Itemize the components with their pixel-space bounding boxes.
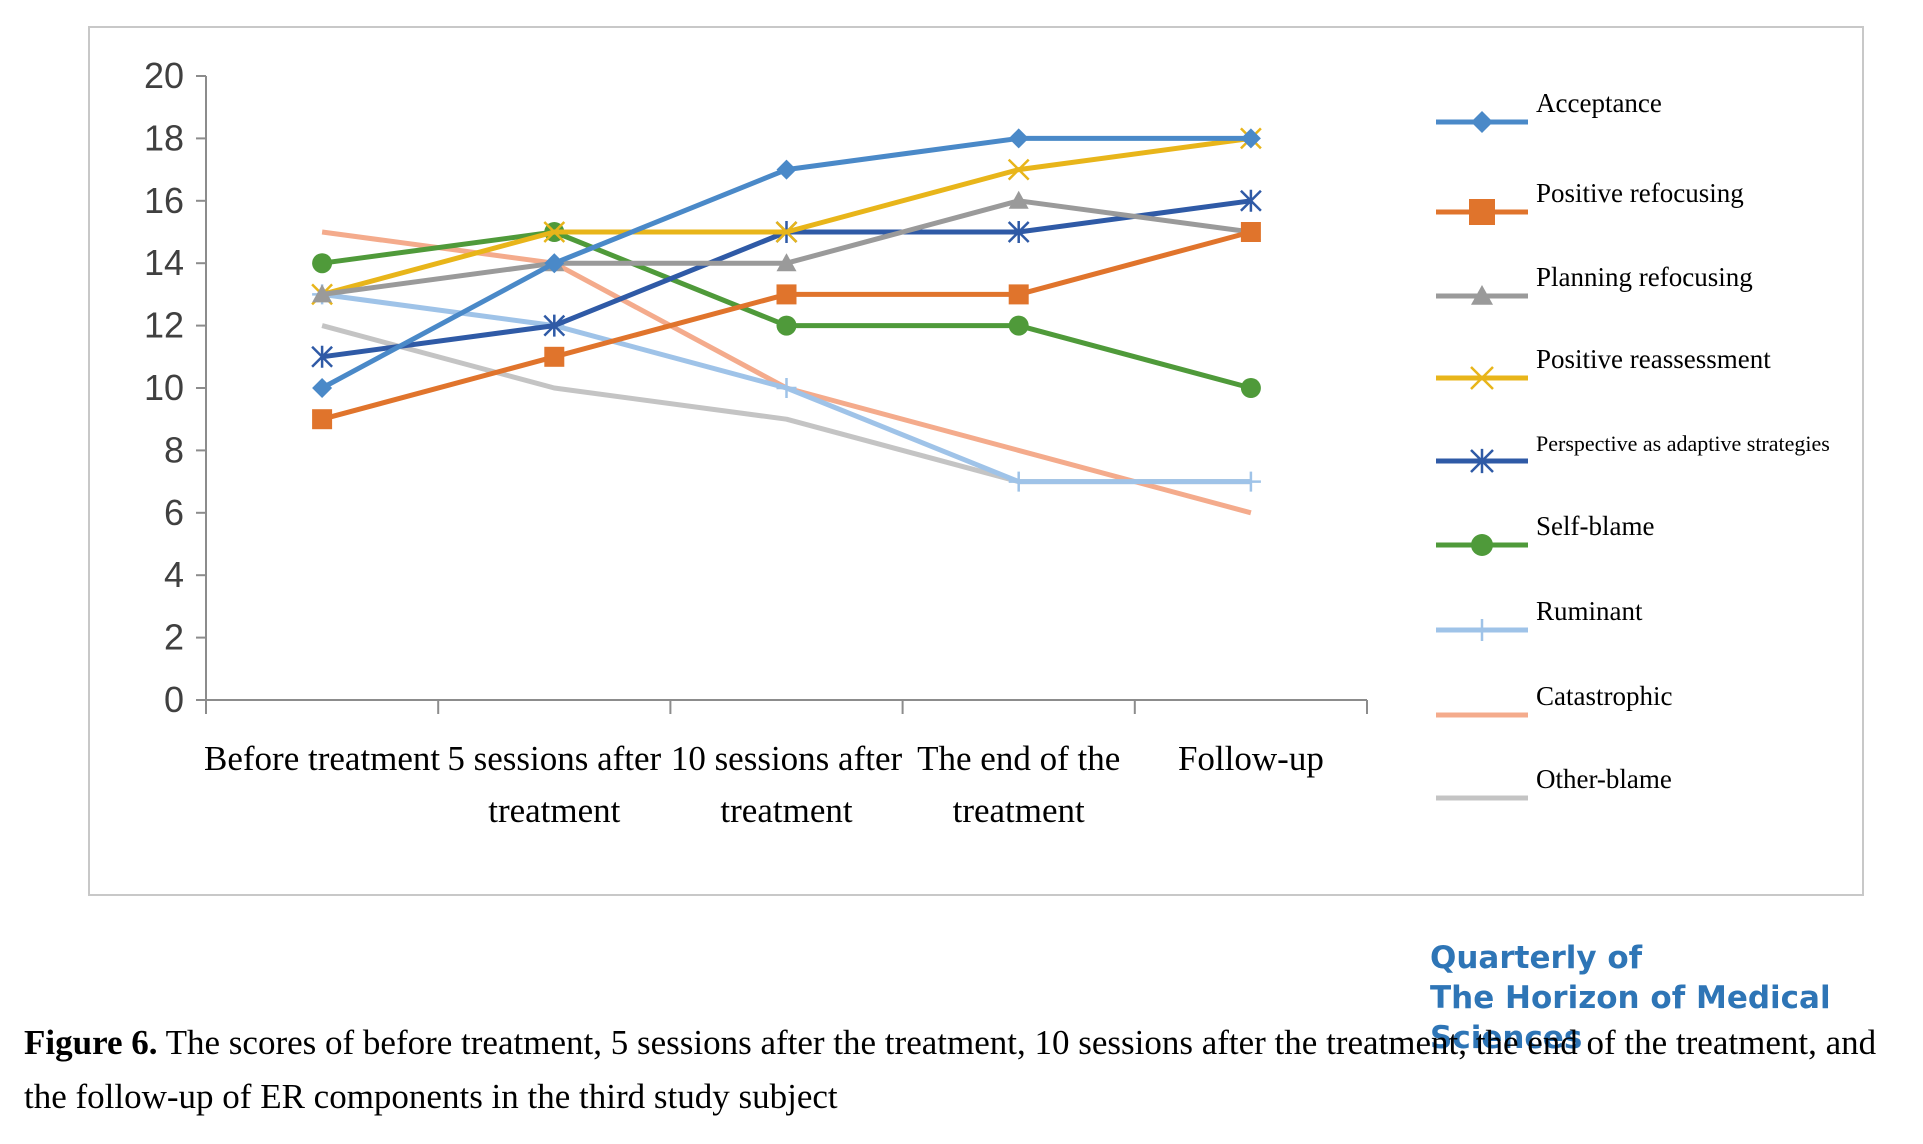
x-tick-label: 10 sessions after treatment [671,739,903,830]
journal-watermark: Quarterly of The Horizon of Medical Scie… [1430,938,1923,1058]
caption-label: Figure 6. [24,1023,158,1062]
journal-line-2: The Horizon of Medical Sciences [1430,980,1831,1056]
legend-item: Other-blame [1436,764,1672,801]
data-point-marker [1471,619,1493,641]
legend-item: Perspective as adaptive strategies [1436,431,1830,474]
data-point-marker [1008,128,1029,149]
series-self-blame [312,222,1261,398]
legend-label: Positive refocusing [1536,178,1744,208]
data-point-marker [544,253,565,274]
y-tick-label: 18 [144,117,184,158]
data-point-marker [775,221,798,243]
legend-label: Catastrophic [1536,681,1672,711]
series-positive-refocusing [312,222,1261,430]
data-point-marker [1240,471,1261,492]
legend-item: Positive reassessment [1436,344,1771,390]
y-tick-label: 2 [164,617,184,658]
data-point-marker [312,284,333,303]
legend-item: Ruminant [1436,596,1643,641]
legend-label: Ruminant [1536,596,1643,626]
data-point-marker [776,159,797,180]
x-tick-label-line: The end of the [917,739,1120,778]
data-point-marker [1240,378,1261,398]
x-tick-label-line: 5 sessions after [447,739,661,778]
x-tick-label-line: 10 sessions after [671,739,903,778]
line-chart: 0 2 4 6 8 10 12 14 16 18 20 Before treatment 5 sessi… [144,55,1830,830]
x-tick-label-line: treatment [488,791,620,830]
data-point-marker [1008,471,1029,492]
y-tick-label: 0 [164,679,184,720]
data-point-marker [312,253,333,274]
legend-item: Positive refocusing [1436,178,1744,225]
figure-caption: Figure 6. The scores of before treatment… [24,1016,1904,1124]
y-tick-label: 12 [144,305,184,346]
journal-line-1: Quarterly of [1430,940,1643,976]
legend-label: Acceptance [1536,88,1662,118]
x-tick-label: Follow-up [1178,739,1324,778]
data-point-marker [1471,285,1493,305]
caption-text: The scores of before treatment, 5 sessio… [24,1023,1877,1116]
data-point-marker [776,253,797,272]
data-point-marker [543,221,566,243]
data-point-marker [1471,111,1493,133]
data-point-marker [776,378,797,398]
data-point-marker [1470,366,1494,390]
legend-label: Perspective as adaptive strategies [1536,431,1830,456]
x-tick-label-line: treatment [953,791,1085,830]
legend-label: Self-blame [1536,511,1654,541]
x-tick-label-line: Before treatment [204,739,440,778]
data-point-marker [544,346,565,367]
series-acceptance [312,128,1261,398]
data-point-marker [1240,128,1261,149]
data-point-marker [1007,158,1030,181]
data-point-marker [1471,534,1493,556]
data-point-marker [1470,448,1494,474]
series-line [321,198,1252,297]
x-tick-label: The end of the treatment [917,739,1120,830]
y-tick-label: 6 [164,492,184,533]
y-tick-label: 16 [144,180,184,221]
legend-item: Catastrophic [1436,681,1672,718]
data-point-marker [1007,221,1030,243]
y-tick-label: 14 [144,242,184,283]
y-tick-label: 10 [144,367,184,408]
y-tick-label: 4 [164,554,184,595]
legend-item: Planning refocusing [1436,262,1753,305]
data-point-marker [1008,190,1029,209]
legend-item: Self-blame [1436,511,1654,556]
legend-item: Acceptance [1436,88,1662,133]
chart-axes: 0 2 4 6 8 10 12 14 16 18 20 Before treatment 5 sessi… [144,55,1368,830]
data-point-marker [1240,189,1262,212]
y-tick-label: 8 [164,429,184,470]
data-point-marker [1240,222,1261,242]
x-tick-label-line: Follow-up [1178,739,1324,778]
x-tick-label-line: treatment [720,791,852,830]
legend-label: Planning refocusing [1536,262,1753,292]
series-layer [311,127,1262,516]
data-point-marker [312,378,333,398]
x-tick-label: 5 sessions after treatment [447,739,661,830]
data-point-marker [312,409,333,430]
x-tick-label: Before treatment [204,739,440,778]
data-point-marker [776,284,797,305]
y-tick-label: 20 [144,55,184,96]
data-point-marker [776,315,797,336]
data-point-marker [1008,315,1029,336]
data-point-marker [311,345,333,368]
data-point-marker [1008,284,1029,305]
legend-label: Positive reassessment [1536,344,1771,374]
chart-frame [88,26,1864,896]
data-point-marker [543,314,566,337]
legend-label: Other-blame [1536,764,1672,794]
data-point-marker [1469,199,1495,225]
legend: Acceptance Positive refocusing Planning re… [1436,88,1830,801]
